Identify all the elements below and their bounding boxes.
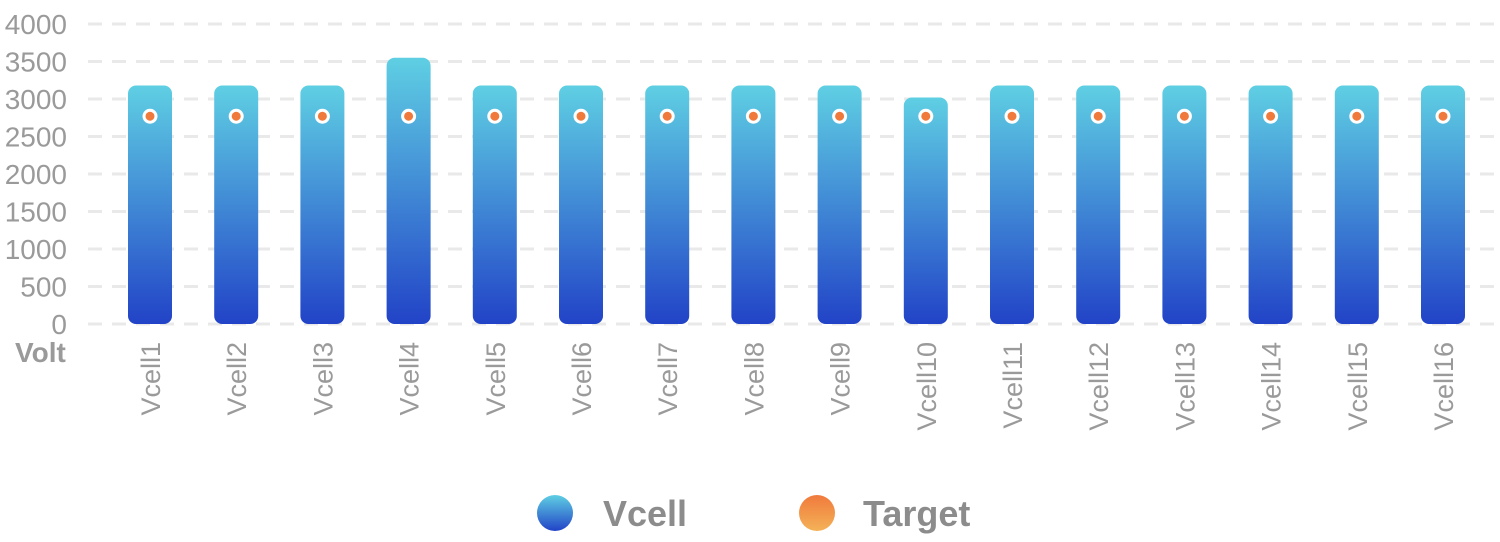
target-point[interactable]: [1352, 111, 1362, 121]
target-point[interactable]: [1093, 111, 1103, 121]
target-series: [142, 108, 1451, 124]
legend-target-marker: [799, 495, 835, 531]
bar-vcell4[interactable]: [386, 57, 431, 324]
x-tick-label: Vcell10: [912, 342, 942, 431]
x-tick-label: Vcell1: [136, 342, 166, 416]
target-point[interactable]: [835, 111, 845, 121]
bar-vcell7[interactable]: [645, 85, 690, 325]
bar-vcell16[interactable]: [1421, 85, 1465, 325]
x-tick-label: Vcell6: [567, 342, 597, 416]
bar-vcell3[interactable]: [300, 85, 345, 325]
y-axis-unit-label: Volt: [15, 337, 66, 368]
x-tick-label: Vcell3: [308, 342, 338, 416]
bar-vcell1[interactable]: [128, 85, 172, 325]
y-tick-label: 0: [51, 309, 67, 340]
bar-vcell10[interactable]: [903, 97, 948, 325]
x-tick-label: Vcell7: [653, 342, 683, 416]
x-tick-label: Vcell4: [395, 342, 425, 416]
x-tick-label: Vcell13: [1170, 342, 1200, 431]
x-tick-label: Vcell5: [481, 342, 511, 416]
target-point[interactable]: [921, 111, 931, 121]
bar-vcell5[interactable]: [472, 85, 517, 325]
target-point[interactable]: [490, 111, 500, 121]
x-tick-label: Vcell9: [826, 342, 856, 416]
x-tick-label: Vcell2: [222, 342, 252, 416]
legend-vcell-marker: [537, 495, 573, 531]
legend-target-label: Target: [863, 493, 970, 534]
target-point[interactable]: [231, 111, 241, 121]
x-tick-label: Vcell11: [998, 342, 1028, 429]
x-tick-label: Vcell8: [739, 342, 769, 416]
target-point[interactable]: [1007, 111, 1017, 121]
legend-item-vcell[interactable]: Vcell: [537, 493, 687, 534]
bar-vcell15[interactable]: [1334, 85, 1379, 325]
x-tick-label: Vcell14: [1257, 342, 1287, 431]
target-point[interactable]: [404, 111, 414, 121]
y-tick-label: 500: [20, 272, 67, 303]
x-tick-label: Vcell15: [1343, 342, 1373, 431]
x-axis-ticks: Vcell1 Vcell2 Vcell3 Vcell4 Vcell5 Vcell6 Vcel…: [136, 342, 1459, 431]
x-tick-label: Vcell12: [1084, 342, 1114, 431]
y-tick-label: 2000: [5, 159, 67, 190]
y-tick-label: 3500: [5, 47, 67, 78]
target-point[interactable]: [576, 111, 586, 121]
legend-vcell-label: Vcell: [603, 493, 687, 534]
y-tick-label: 1500: [5, 197, 67, 228]
target-point[interactable]: [662, 111, 672, 121]
target-point[interactable]: [1438, 111, 1448, 121]
y-tick-label: 4000: [5, 9, 67, 40]
y-tick-label: 1000: [5, 234, 67, 265]
target-point[interactable]: [748, 111, 758, 121]
target-point[interactable]: [317, 111, 327, 121]
target-point[interactable]: [1266, 111, 1276, 121]
bar-vcell8[interactable]: [731, 85, 776, 325]
y-axis-ticks: 0 500 1000 1500 2000 2500 3000 3500 4000: [5, 9, 67, 340]
bar-vcell13[interactable]: [1162, 85, 1207, 325]
bar-vcell9[interactable]: [817, 85, 862, 325]
target-point[interactable]: [145, 111, 155, 121]
x-tick-label: Vcell16: [1429, 342, 1459, 431]
target-point[interactable]: [1179, 111, 1189, 121]
bar-vcell14[interactable]: [1248, 85, 1293, 325]
bar-vcell12[interactable]: [1076, 85, 1121, 325]
legend-item-target[interactable]: Target: [799, 493, 970, 534]
y-tick-label: 2500: [5, 122, 67, 153]
legend: Vcell Target: [537, 493, 970, 534]
bar-vcell11[interactable]: [990, 85, 1034, 325]
y-tick-label: 3000: [5, 84, 67, 115]
vcell-bars: [128, 57, 1465, 325]
bar-vcell2[interactable]: [214, 85, 259, 325]
bar-vcell6[interactable]: [559, 85, 603, 325]
